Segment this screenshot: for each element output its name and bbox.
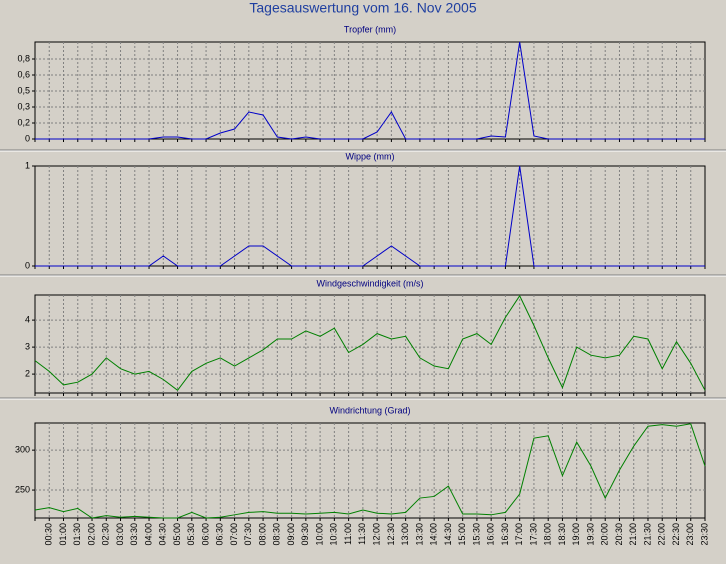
data-line xyxy=(34,294,706,392)
x-tick-label: 23:00 xyxy=(685,523,695,546)
x-tick-label: 18:30 xyxy=(557,523,567,546)
y-tick-label: 0,3 xyxy=(17,101,30,111)
x-tick-label: 05:00 xyxy=(172,523,182,546)
x-tick-label: 01:00 xyxy=(58,523,68,546)
y-tick-label: 0 xyxy=(25,260,30,270)
chart-title: Windrichtung (Grad) xyxy=(329,405,410,415)
x-tick-label: 04:00 xyxy=(143,523,153,546)
x-tick-label: 08:00 xyxy=(257,523,267,546)
x-tick-label: 12:30 xyxy=(386,523,396,546)
x-tick-label: 08:30 xyxy=(272,523,282,546)
y-tick-label: 0,2 xyxy=(17,117,30,127)
y-tick-label: 0,5 xyxy=(17,85,30,95)
x-tick-label: 22:30 xyxy=(671,523,681,546)
x-tick-label: 03:30 xyxy=(129,523,139,546)
x-tick-label: 00:30 xyxy=(44,523,54,546)
y-tick-label: 3 xyxy=(25,341,30,351)
x-tick-label: 02:00 xyxy=(86,523,96,546)
x-tick-label: 21:00 xyxy=(628,523,638,546)
x-tick-label: 14:00 xyxy=(429,523,439,546)
y-tick-label: 4 xyxy=(25,314,30,324)
x-tick-label: 07:30 xyxy=(243,523,253,546)
x-tick-label: 15:30 xyxy=(471,523,481,546)
x-tick-label: 12:00 xyxy=(372,523,382,546)
data-line xyxy=(35,41,705,140)
y-tick-label: 250 xyxy=(15,484,30,494)
x-tick-label: 13:00 xyxy=(400,523,410,546)
chart-title: Wippe (mm) xyxy=(346,151,395,161)
x-tick-label: 11:00 xyxy=(343,523,353,545)
y-tick-label: 0 xyxy=(25,133,30,143)
x-tick-label: 18:00 xyxy=(543,523,553,546)
x-tick-label: 19:30 xyxy=(585,523,595,546)
x-tick-label: 06:30 xyxy=(215,523,225,546)
x-tick-label: 16:00 xyxy=(486,523,496,546)
x-tick-label: 13:30 xyxy=(414,523,424,546)
x-tick-label: 03:00 xyxy=(115,523,125,546)
chart-title: Tropfer (mm) xyxy=(344,24,396,34)
x-tick-label: 06:00 xyxy=(200,523,210,546)
x-tick-label: 19:00 xyxy=(571,523,581,546)
x-tick-label: 17:30 xyxy=(528,523,538,546)
x-tick-label: 05:30 xyxy=(186,523,196,546)
x-tick-label: 17:00 xyxy=(514,523,524,546)
page-title: Tagesauswertung vom 16. Nov 2005 xyxy=(249,0,476,16)
x-tick-label: 15:00 xyxy=(457,523,467,546)
x-tick-label: 20:00 xyxy=(600,523,610,546)
y-tick-label: 0,6 xyxy=(17,69,30,79)
x-tick-label: 07:00 xyxy=(229,523,239,546)
y-tick-label: 300 xyxy=(15,445,30,455)
x-tick-label: 23:30 xyxy=(699,523,709,546)
x-tick-label: 20:30 xyxy=(614,523,624,546)
y-tick-label: 2 xyxy=(25,368,30,378)
x-tick-label: 16:30 xyxy=(500,523,510,546)
y-tick-label: 1 xyxy=(25,160,30,170)
y-tick-label: 0,8 xyxy=(17,53,30,63)
x-tick-label: 04:30 xyxy=(158,523,168,546)
data-line xyxy=(34,423,706,519)
plot-area xyxy=(34,422,706,519)
x-tick-label: 02:30 xyxy=(101,523,111,546)
x-tick-label: 14:30 xyxy=(443,523,453,546)
x-tick-label: 22:00 xyxy=(657,523,667,546)
x-tick-label: 10:00 xyxy=(314,523,324,546)
x-tick-label: 10:30 xyxy=(329,523,339,546)
x-tick-label: 09:00 xyxy=(286,523,296,546)
x-tick-label: 11:30 xyxy=(357,523,367,545)
plot-area xyxy=(34,294,706,394)
chart-title: Windgeschwindigkeit (m/s) xyxy=(316,278,423,288)
data-line xyxy=(35,165,705,267)
plot-area xyxy=(34,165,706,267)
x-tick-label: 09:30 xyxy=(300,523,310,546)
x-tick-label: 21:30 xyxy=(642,523,652,546)
x-tick-label: 01:30 xyxy=(72,523,82,546)
